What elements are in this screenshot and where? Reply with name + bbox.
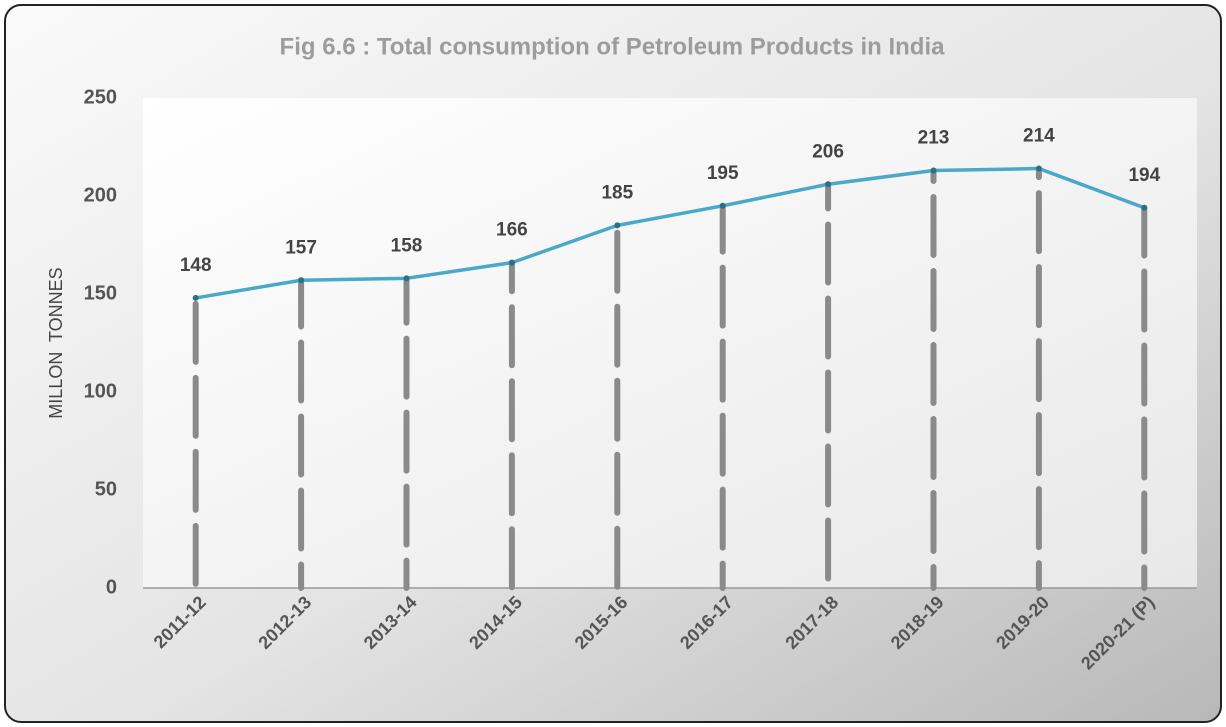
data-point bbox=[1035, 165, 1042, 172]
data-label: 195 bbox=[707, 163, 739, 184]
plot-area bbox=[143, 98, 1197, 588]
y-tick-label: 0 bbox=[106, 576, 117, 598]
data-label: 214 bbox=[1023, 126, 1055, 147]
data-point bbox=[403, 275, 410, 282]
data-line bbox=[195, 166, 1145, 300]
data-point bbox=[825, 181, 832, 188]
y-axis-label: MILLON TONNES bbox=[46, 267, 66, 418]
y-tick-label: 200 bbox=[84, 184, 117, 206]
data-label: 194 bbox=[1128, 165, 1160, 186]
data-point bbox=[508, 259, 515, 266]
y-tick-label: 150 bbox=[84, 282, 117, 304]
y-tick-label: 250 bbox=[84, 86, 117, 108]
data-label: 185 bbox=[601, 182, 633, 203]
data-point bbox=[614, 222, 621, 229]
data-point bbox=[298, 277, 305, 284]
data-label: 166 bbox=[496, 220, 528, 241]
data-label: 213 bbox=[918, 128, 950, 149]
data-label: 157 bbox=[285, 237, 317, 258]
data-point bbox=[1141, 204, 1148, 211]
y-tick-label: 50 bbox=[95, 478, 117, 500]
data-point bbox=[719, 202, 726, 209]
data-label: 148 bbox=[180, 255, 212, 276]
data-point bbox=[192, 294, 199, 301]
data-point bbox=[930, 167, 937, 174]
data-label: 158 bbox=[391, 235, 423, 256]
y-tick-label: 100 bbox=[84, 380, 117, 402]
data-label: 206 bbox=[812, 141, 844, 162]
chart-title: Fig 6.6 : Total consumption of Petroleum… bbox=[280, 33, 946, 60]
